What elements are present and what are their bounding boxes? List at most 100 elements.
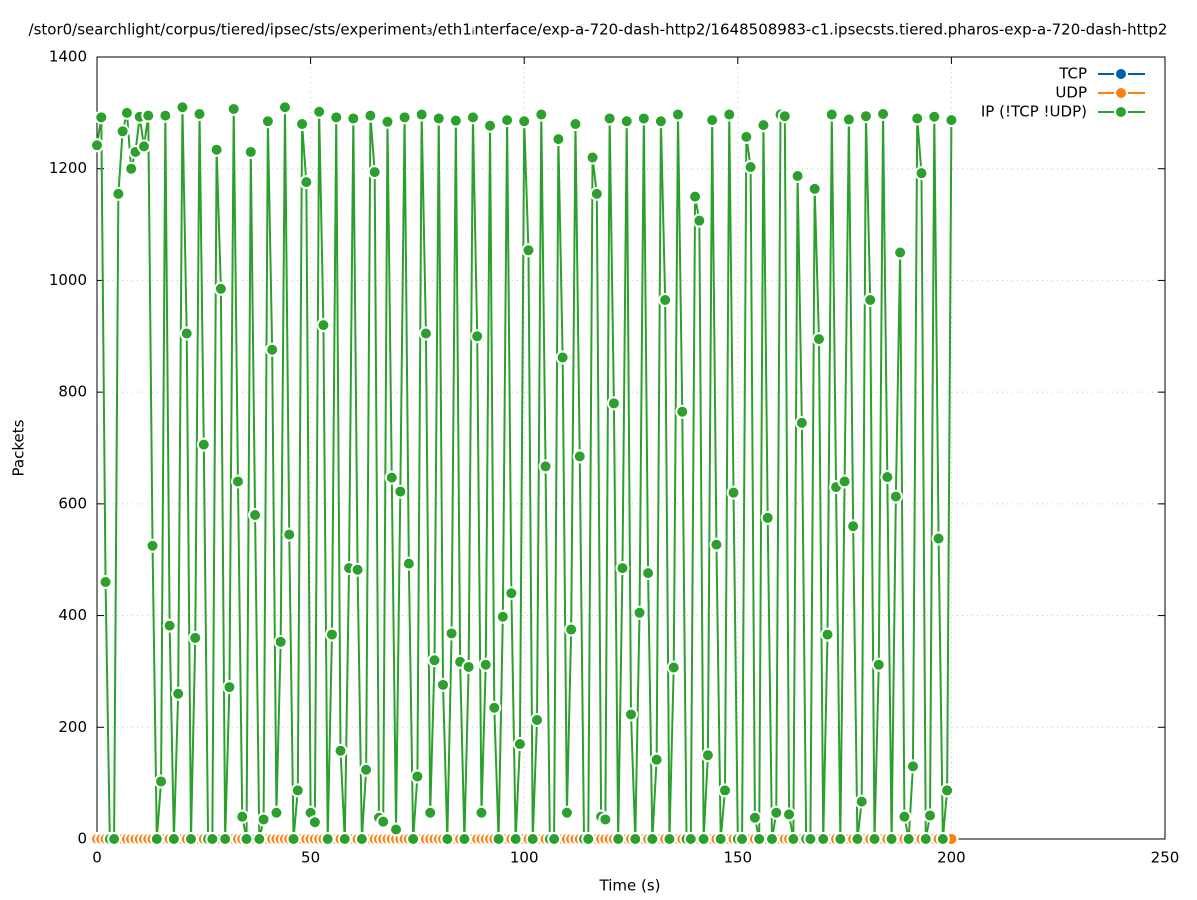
point	[935, 832, 950, 846]
point	[316, 318, 331, 333]
point	[192, 106, 207, 121]
point	[910, 111, 925, 126]
point	[705, 113, 720, 128]
y-tick-label: 600	[58, 494, 87, 512]
y-tick-label: 1200	[49, 159, 87, 177]
point	[841, 112, 856, 127]
point	[692, 213, 707, 228]
point	[243, 144, 258, 159]
point	[465, 110, 480, 125]
point	[158, 108, 173, 123]
point	[273, 634, 288, 649]
point	[572, 449, 587, 464]
point	[124, 161, 139, 176]
point	[329, 110, 344, 125]
point	[803, 832, 818, 846]
point	[397, 110, 412, 125]
point	[846, 519, 861, 534]
point	[389, 822, 404, 837]
point	[735, 832, 750, 846]
point	[491, 832, 506, 846]
point	[863, 292, 878, 307]
y-tick-label: 800	[58, 383, 87, 401]
point	[90, 138, 104, 153]
point	[927, 109, 942, 124]
point	[790, 168, 805, 183]
point	[162, 618, 177, 633]
x-tick-label: 200	[937, 849, 966, 867]
point	[683, 832, 698, 846]
x-tick-label: 150	[723, 849, 752, 867]
point	[363, 108, 378, 123]
point	[427, 653, 442, 668]
point	[880, 470, 895, 485]
point	[696, 832, 711, 846]
point	[833, 832, 848, 846]
point	[367, 165, 382, 180]
point	[171, 686, 186, 701]
point	[444, 626, 459, 641]
point	[811, 332, 826, 347]
legend-marker	[1114, 67, 1128, 81]
point	[265, 342, 280, 357]
point	[252, 832, 267, 846]
point	[196, 437, 211, 452]
point	[581, 832, 596, 846]
x-axis-label: Time (s)	[599, 877, 661, 895]
point	[615, 561, 630, 576]
point	[538, 459, 553, 474]
point	[440, 832, 455, 846]
legend-label: IP (!TCP !UDP)	[981, 103, 1087, 121]
point	[918, 832, 933, 846]
point	[418, 326, 433, 341]
point	[188, 630, 203, 645]
point	[555, 350, 570, 365]
point	[923, 808, 938, 823]
point	[307, 815, 322, 830]
point	[628, 832, 643, 846]
point	[260, 114, 275, 129]
point	[559, 805, 574, 820]
point	[414, 107, 429, 122]
y-tick-label: 1400	[49, 48, 87, 66]
point	[747, 810, 762, 825]
point	[670, 107, 685, 122]
point	[286, 832, 301, 846]
point	[632, 605, 647, 620]
point	[641, 566, 656, 581]
point	[782, 807, 797, 822]
point	[470, 329, 485, 344]
x-tick-label: 250	[1151, 849, 1180, 867]
point	[500, 113, 515, 128]
point	[226, 101, 241, 116]
point	[598, 812, 613, 827]
point	[448, 113, 463, 128]
point	[521, 243, 536, 258]
point	[602, 111, 617, 126]
point	[350, 562, 365, 577]
y-tick-label: 200	[58, 718, 87, 736]
legend-label: TCP	[1058, 65, 1087, 83]
point	[807, 181, 822, 196]
series-line	[96, 107, 953, 840]
point	[534, 107, 549, 122]
point	[256, 812, 271, 827]
point	[530, 713, 545, 728]
point	[816, 832, 831, 846]
point	[487, 700, 502, 715]
point	[248, 508, 263, 523]
point	[483, 118, 498, 133]
point	[282, 527, 297, 542]
point	[709, 537, 724, 552]
point	[320, 832, 335, 846]
point	[354, 832, 369, 846]
point	[384, 470, 399, 485]
x-tick-label: 50	[301, 849, 320, 867]
point	[756, 118, 771, 133]
point	[837, 474, 852, 489]
point	[213, 281, 228, 296]
point	[107, 832, 122, 846]
y-axis-label: Packets	[10, 419, 28, 476]
point	[589, 186, 604, 201]
